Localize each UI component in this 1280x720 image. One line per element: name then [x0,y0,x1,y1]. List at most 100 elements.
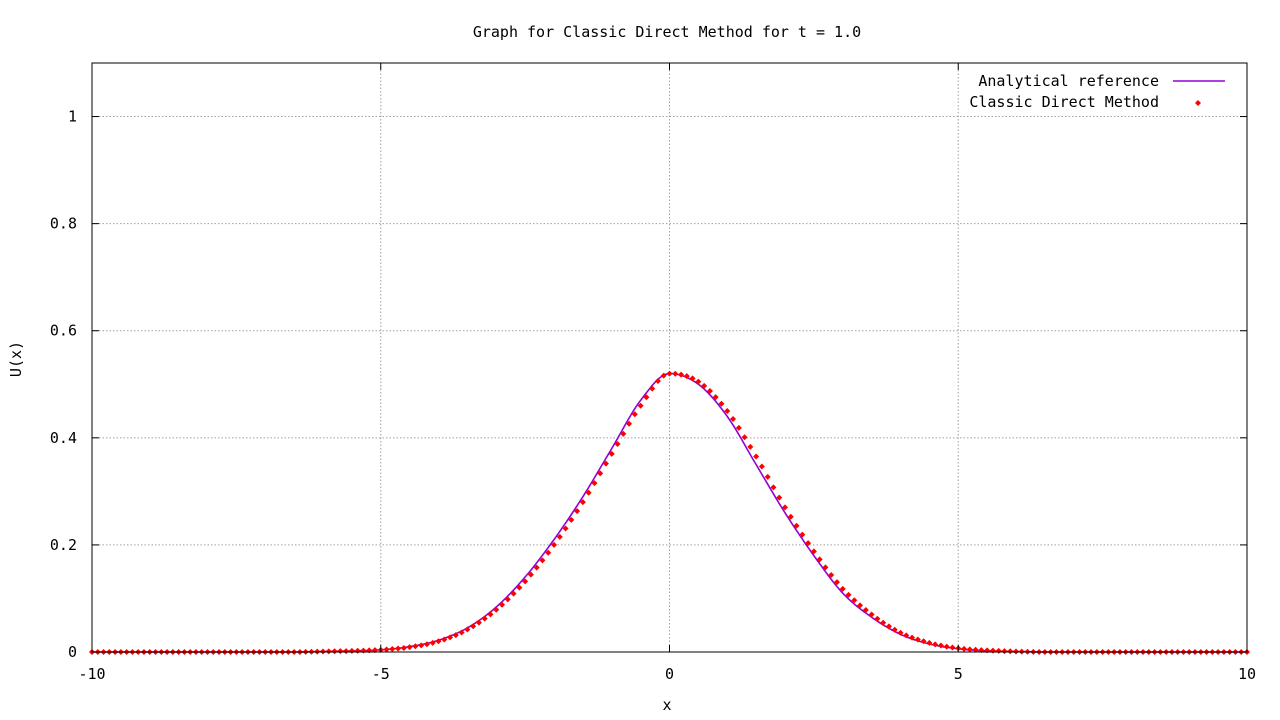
y-tick-label: 1 [68,108,77,126]
data-point [354,647,361,654]
data-point [799,531,806,538]
data-point [545,549,552,556]
data-point [337,648,344,655]
data-point [776,494,783,501]
data-point [383,646,390,653]
data-point [493,606,500,613]
data-point [412,643,419,650]
data-point [868,611,875,618]
data-point [666,370,673,377]
data-point [643,394,650,401]
data-point [920,638,927,645]
data-point [891,626,898,633]
legend-point-swatch [1195,100,1201,106]
chart-title: Graph for Classic Direct Method for t = … [473,23,861,41]
data-point [926,639,933,646]
series-group [89,370,1250,655]
data-point [626,420,633,427]
data-point [470,623,477,630]
data-point [758,463,765,470]
data-point [874,615,881,622]
data-point [400,644,407,651]
data-point [845,591,852,598]
data-point [360,647,367,654]
data-point [961,645,968,652]
data-point [441,636,448,643]
data-point [406,644,413,651]
data-point [903,632,910,639]
data-point [937,642,944,649]
data-point [331,648,338,655]
data-point [620,430,627,437]
y-tick-label: 0.2 [50,536,77,554]
data-point [389,646,396,653]
y-tick-label: 0.4 [50,429,77,447]
data-point [764,473,771,480]
data-point [556,533,563,540]
data-point [551,541,557,548]
data-point [816,556,823,563]
data-point [822,564,829,571]
data-point [753,453,760,460]
data-point [885,623,892,630]
x-tick-label: 10 [1238,665,1256,683]
data-point [435,638,442,645]
data-point [712,394,719,401]
data-point [366,647,373,654]
data-point [943,643,950,650]
x-tick-label: -10 [78,665,105,683]
data-point [395,645,402,652]
data-point [660,372,667,379]
data-point [522,578,529,585]
data-point [995,647,1002,654]
data-point [747,443,754,450]
data-point [562,525,569,532]
data-point [510,590,517,597]
data-point [706,388,713,395]
data-point [475,619,482,626]
data-point [782,504,788,511]
data-point [914,636,921,643]
data-point [614,440,621,447]
data-point [862,607,869,614]
data-point [695,378,702,385]
data-point [1001,648,1008,655]
legend: Analytical reference Classic Direct Metho… [969,72,1225,111]
data-point [574,508,581,515]
data-point [735,424,742,431]
data-point [741,434,748,441]
data-point [591,480,598,487]
x-tick-label: 5 [954,665,963,683]
data-point [787,513,794,520]
data-point [689,375,696,382]
y-tick-label: 0.8 [50,215,77,233]
data-point [810,548,817,555]
data-point [880,619,887,626]
data-point [909,634,916,641]
data-point [718,400,725,407]
data-point [487,611,494,618]
data-point [972,646,979,653]
data-point [568,516,575,523]
legend-label: Classic Direct Method [969,93,1159,111]
data-point [343,648,350,655]
x-tick-label: -5 [372,665,390,683]
data-point [504,596,511,603]
data-point [649,385,656,392]
data-point [949,644,956,651]
data-point [464,626,471,633]
data-point [966,646,973,653]
data-point [857,602,864,609]
data-point [447,634,454,641]
y-tick-label: 0 [68,643,77,661]
data-point [672,370,679,377]
y-tick-label: 0.6 [50,322,77,340]
data-point [1007,648,1014,655]
axis-ticks: -10 -5 0 5 10 0 0.2 0.4 0.6 0.8 1 [50,63,1256,683]
data-point [608,450,615,457]
data-point [793,522,800,529]
data-point [320,648,326,655]
data-point [325,648,332,655]
data-point [828,571,835,578]
